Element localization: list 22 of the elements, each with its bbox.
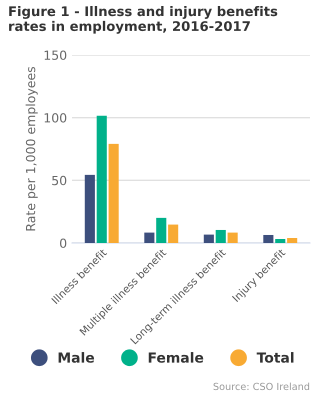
y-tick-label: 150 <box>44 50 66 60</box>
chart-title: Figure 1 - Illness and injury benefits rates in employment, 2016-2017 <box>9 6 278 34</box>
source-note: Source: CSO Ireland <box>214 382 310 390</box>
bar <box>168 224 178 243</box>
bar <box>228 232 238 243</box>
bar <box>108 144 119 243</box>
bar <box>84 174 95 243</box>
y-tick-label: 50 <box>52 176 66 186</box>
bar <box>204 234 214 243</box>
y-tick-label: 0 <box>60 238 66 248</box>
y-axis-title: Rate per 1,000 employees <box>26 66 38 230</box>
bar <box>287 238 298 243</box>
bar <box>216 230 226 243</box>
legend-label: Total <box>256 352 294 363</box>
legend-label: Male <box>58 352 94 363</box>
bar <box>144 232 154 243</box>
bar <box>275 238 286 243</box>
bar <box>156 218 166 243</box>
legend-label: Female <box>148 352 204 363</box>
y-tick-label: 100 <box>44 113 66 123</box>
bar <box>263 234 274 243</box>
bar <box>96 116 107 243</box>
